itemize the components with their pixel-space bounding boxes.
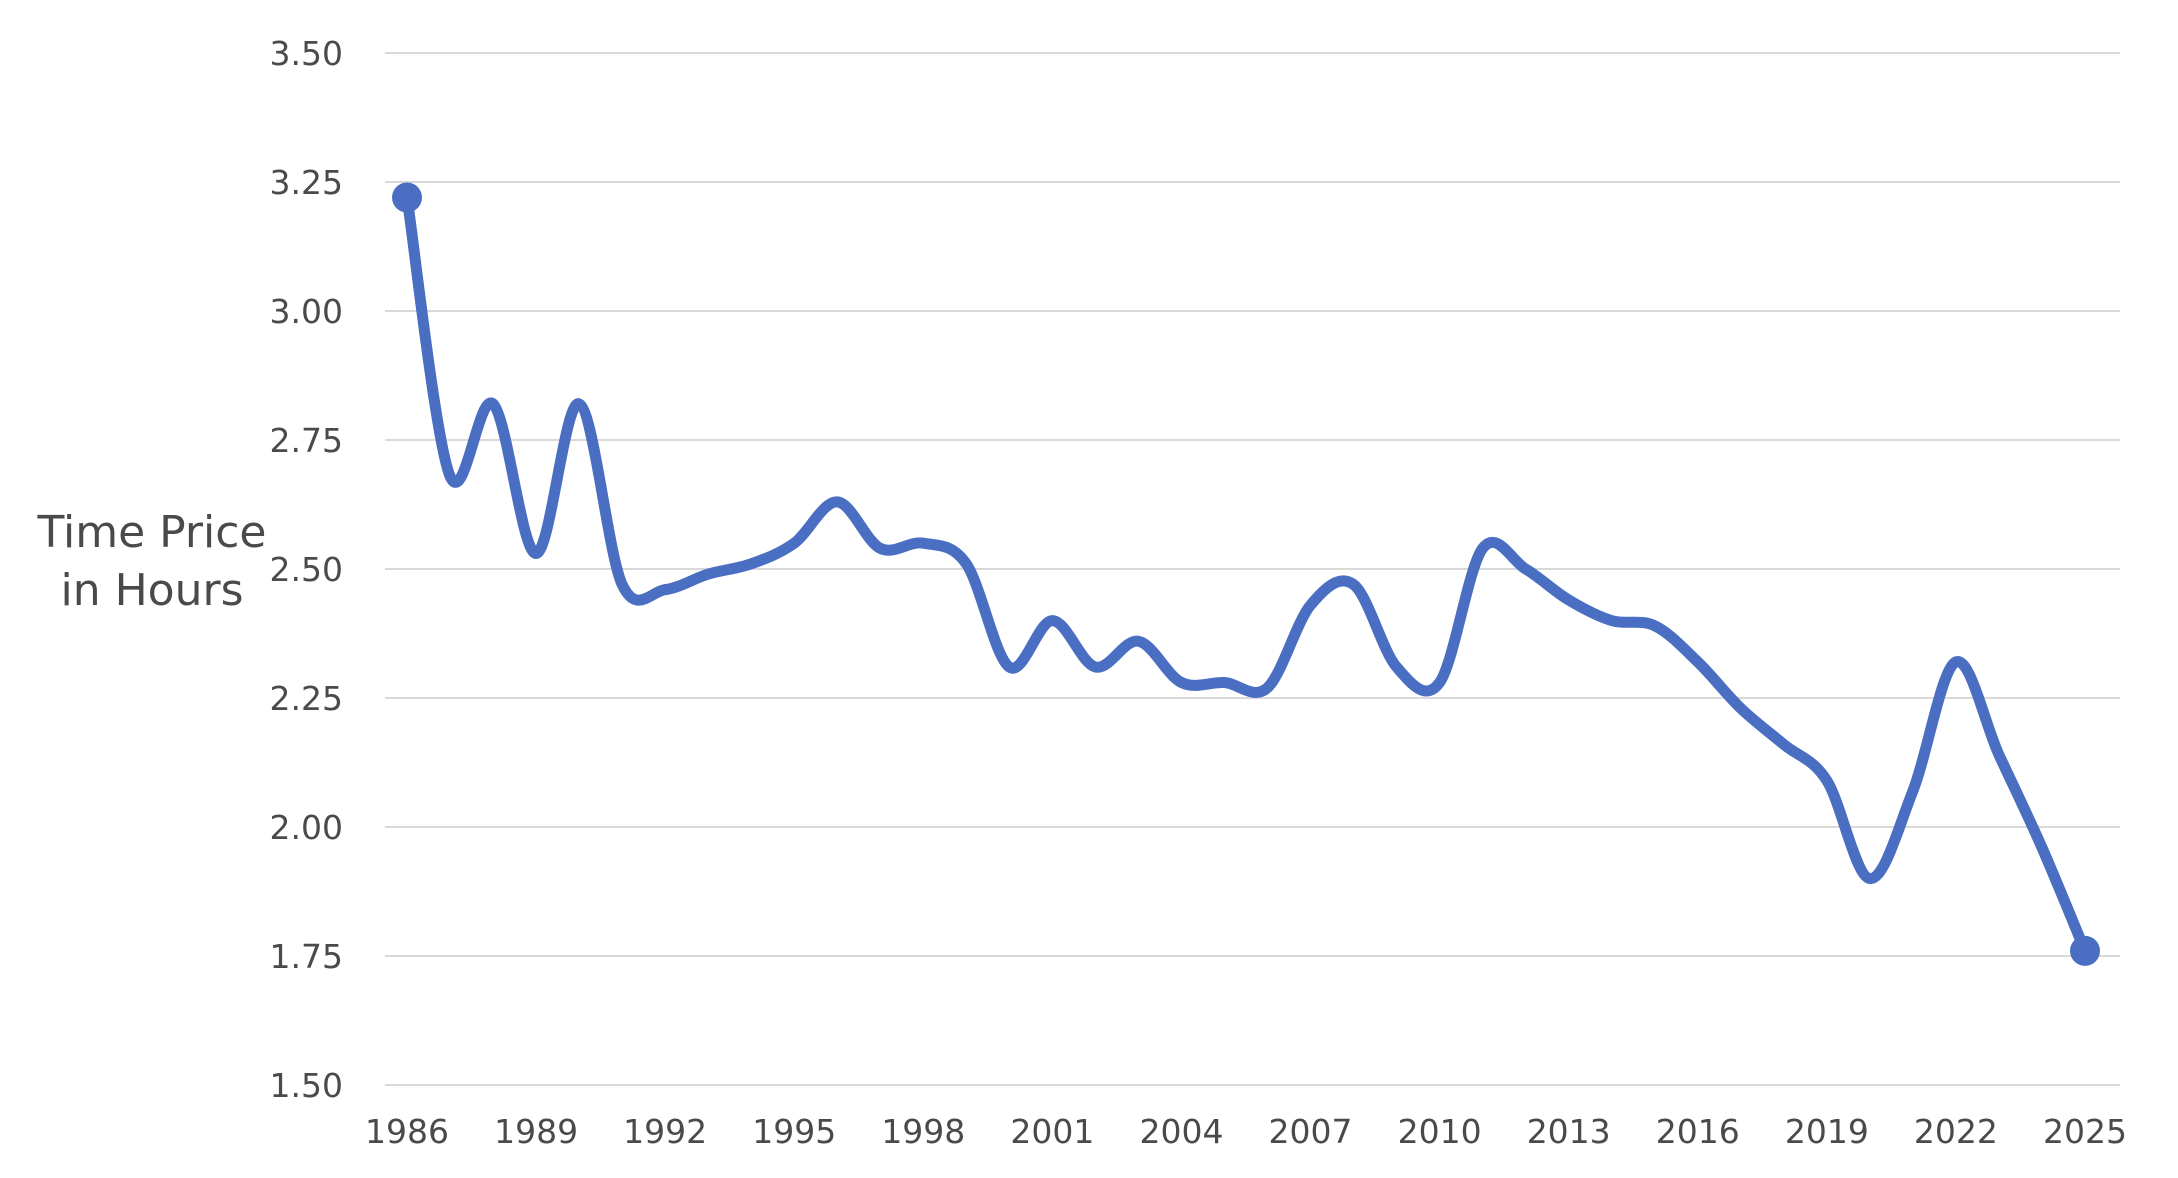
y-tick-label: 2.50 [270, 550, 343, 589]
x-tick-label: 2010 [1398, 1112, 1482, 1151]
x-tick-label: 2025 [2043, 1112, 2127, 1151]
y-axis-label-line-1: Time Price [36, 507, 266, 558]
x-tick-label: 2016 [1656, 1112, 1740, 1151]
end-point-marker [2070, 935, 2100, 966]
x-tick-label: 1986 [365, 1112, 449, 1151]
x-tick-label: 2019 [1785, 1112, 1869, 1151]
y-tick-label: 2.25 [270, 679, 343, 718]
series-line [401, 191, 2091, 957]
x-axis-ticks: 1986 1989 1992 1995 1998 2001 2004 2007 2010 2013… [365, 1112, 2127, 1151]
x-tick-label: 1992 [623, 1112, 707, 1151]
x-tick-label: 2007 [1269, 1112, 1353, 1151]
series-group [392, 182, 2100, 966]
y-axis-label-line-2: in Hours [60, 565, 243, 616]
start-point-marker [392, 182, 422, 213]
y-axis-ticks: 1.50 1.75 2.00 2.25 2.50 2.75 3.00 3.25 3.50 [270, 34, 343, 1105]
x-tick-label: 2004 [1139, 1112, 1223, 1151]
y-tick-label: 1.50 [270, 1066, 343, 1105]
y-tick-label: 3.25 [270, 163, 343, 202]
x-tick-label: 2001 [1010, 1112, 1094, 1151]
y-tick-label: 3.00 [270, 292, 343, 331]
x-tick-label: 1998 [881, 1112, 965, 1151]
y-tick-label: 3.50 [270, 34, 343, 73]
x-tick-label: 2013 [1527, 1112, 1611, 1151]
gridlines [385, 52, 2120, 1086]
y-tick-label: 1.75 [270, 937, 343, 976]
y-tick-label: 2.75 [270, 421, 343, 460]
x-tick-label: 1989 [494, 1112, 578, 1151]
x-tick-label: 1995 [752, 1112, 836, 1151]
y-tick-label: 2.00 [270, 808, 343, 847]
x-tick-label: 2022 [1914, 1112, 1998, 1151]
